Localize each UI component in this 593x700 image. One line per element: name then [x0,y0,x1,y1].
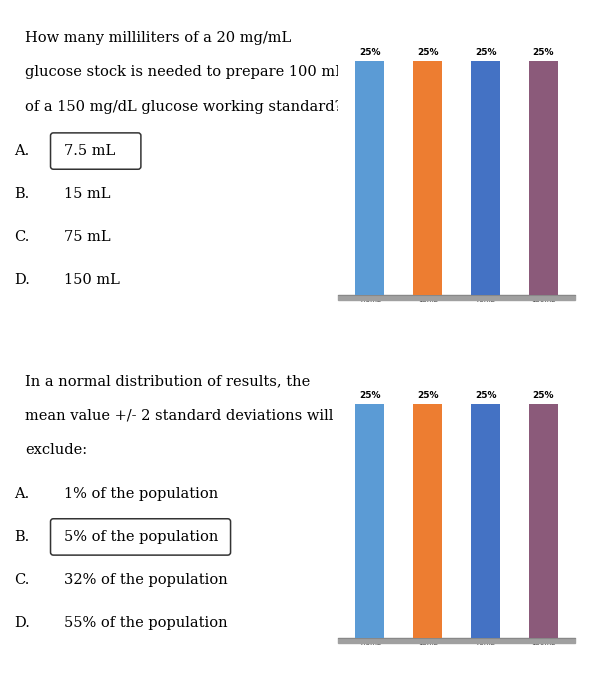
Text: 25%: 25% [417,391,438,400]
Text: B.: B. [14,187,30,201]
Text: 7.5 mL: 7.5 mL [64,144,115,158]
Text: C.: C. [14,230,30,244]
Text: 150 mL: 150 mL [64,273,120,287]
Text: In a normal distribution of results, the: In a normal distribution of results, the [25,374,310,388]
Bar [338,638,575,643]
Text: 32% of the population: 32% of the population [64,573,228,587]
Text: exclude:: exclude: [25,442,87,456]
Text: D.: D. [14,273,30,287]
Bar [413,404,442,638]
Text: 55% of the population: 55% of the population [64,616,228,630]
Bar [471,61,500,295]
Bar [355,404,384,638]
Bar [338,295,575,300]
Text: 25%: 25% [475,48,496,57]
Text: glucose stock is needed to prepare 100 mL: glucose stock is needed to prepare 100 m… [25,65,345,79]
Text: A.: A. [14,144,30,158]
Text: 15 mL: 15 mL [64,187,110,201]
Text: B.: B. [14,530,30,544]
Text: 25%: 25% [359,48,381,57]
Text: How many milliliters of a 20 mg/mL: How many milliliters of a 20 mg/mL [25,31,291,45]
Text: 25%: 25% [533,391,554,400]
Text: 75 mL: 75 mL [64,230,111,244]
Text: 25%: 25% [359,391,381,400]
Text: 25%: 25% [417,48,438,57]
Bar [471,404,500,638]
Text: C.: C. [14,573,30,587]
Bar [355,61,384,295]
Text: 25%: 25% [475,391,496,400]
Text: D.: D. [14,616,30,630]
Text: 25%: 25% [533,48,554,57]
Text: 5% of the population: 5% of the population [64,530,218,544]
Bar [413,61,442,295]
Bar [529,61,558,295]
Text: mean value +/- 2 standard deviations will: mean value +/- 2 standard deviations wil… [25,408,333,422]
Text: 1% of the population: 1% of the population [64,487,218,501]
Text: of a 150 mg/dL glucose working standard?: of a 150 mg/dL glucose working standard? [25,99,342,113]
Text: A.: A. [14,487,30,501]
Bar [529,404,558,638]
